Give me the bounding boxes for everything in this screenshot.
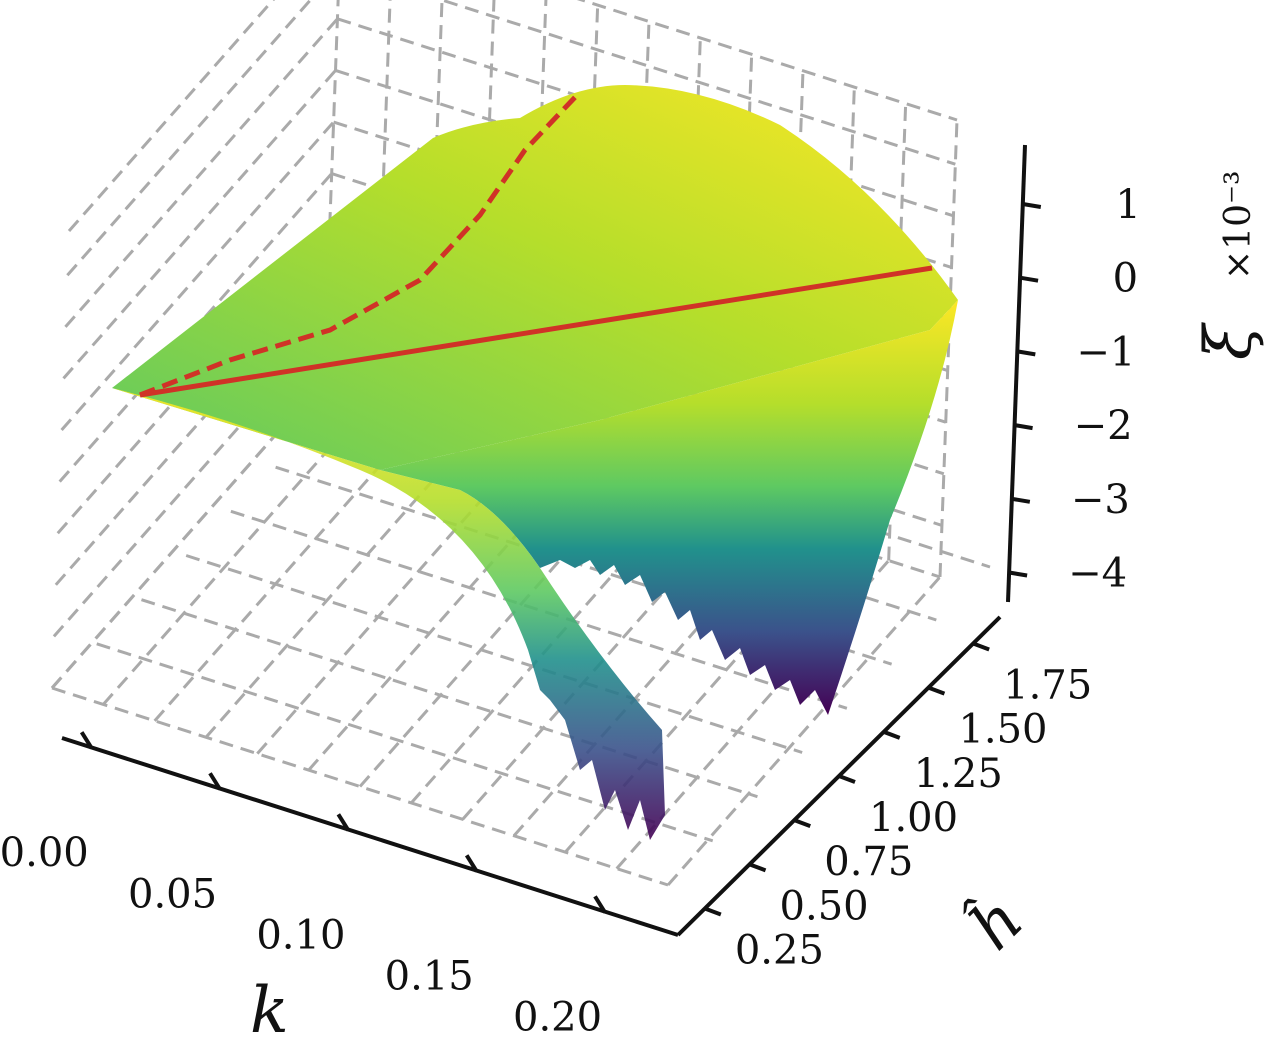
z-axis-line: [1006, 144, 1027, 603]
grid-line: [576, 0, 958, 122]
y-tick-label: 1.00: [869, 795, 958, 841]
grid-line: [64, 17, 339, 328]
z-tick-label: −1: [1076, 329, 1135, 375]
z-tick: [1016, 349, 1036, 357]
y-tick-label: 1.50: [958, 707, 1047, 753]
grid-line: [230, 509, 848, 710]
axis-tick-labels: 0.00 0.05 0.10 0.15 0.20 0.250.500.751.001.25…: [0, 182, 1141, 1040]
y-tick: [748, 862, 767, 873]
z-tick: [1011, 496, 1031, 504]
grid-line: [185, 554, 803, 754]
x-tick: [79, 731, 94, 750]
x-tick-label: 0.05: [128, 871, 217, 917]
y-tick: [838, 774, 856, 784]
x-tick: [593, 895, 607, 914]
z-tick-label: −3: [1071, 477, 1130, 523]
x-tick-label: 0.10: [256, 912, 345, 958]
x-axis-line: [61, 736, 679, 937]
y-tick-label: 0.50: [780, 883, 869, 929]
grid-line: [436, 0, 956, 166]
grid-line: [66, 0, 313, 277]
y-axis-label: ĥ: [955, 882, 1037, 964]
y-tick-label: 1.75: [1003, 663, 1092, 709]
x-tick: [464, 854, 479, 873]
z-tick: [1022, 201, 1042, 209]
grid-line: [67, 0, 276, 232]
y-tick-label: 0.25: [735, 928, 824, 974]
z-tick-label: −4: [1068, 551, 1127, 597]
x-axis-label: k: [250, 974, 289, 1042]
surface-right-face: [380, 300, 958, 715]
grid-line: [60, 121, 335, 432]
surface: [112, 85, 958, 840]
x-tick-label: 0.00: [0, 830, 89, 876]
surface-lower-face: [112, 388, 665, 840]
grid-line: [96, 642, 714, 843]
z-tick-label: 0: [1113, 256, 1138, 302]
grid-line: [938, 119, 959, 578]
axis-ticks: [79, 201, 1042, 917]
grid-line: [373, 368, 991, 569]
solid-curve: [139, 265, 933, 398]
y-tick: [972, 641, 990, 652]
x-tick: [208, 772, 222, 791]
z-tick-label: 1: [1115, 182, 1140, 228]
x-tick-label: 0.15: [385, 953, 474, 999]
y-tick: [704, 906, 722, 917]
x-tick-label: 0.20: [513, 994, 602, 1040]
highlight-curves: [139, 90, 933, 398]
y-tick-label: 0.75: [824, 839, 913, 885]
z-tick: [1019, 275, 1039, 283]
z-tick-label: −2: [1074, 403, 1133, 449]
surface-top-face: [112, 85, 958, 470]
y-tick: [793, 818, 811, 829]
z-tick: [1014, 423, 1033, 431]
y-tick: [883, 729, 901, 740]
grid-line: [62, 69, 337, 380]
z-axis-exponent: ×10⁻³: [1218, 171, 1259, 280]
y-tick-label: 1.25: [914, 751, 1003, 797]
z-axis-label: ξ: [1192, 322, 1266, 360]
x-tick: [336, 813, 351, 832]
z-tick: [1008, 570, 1028, 578]
y-tick: [927, 685, 946, 696]
dashed-curve: [139, 90, 582, 398]
grid-line: [666, 576, 942, 886]
